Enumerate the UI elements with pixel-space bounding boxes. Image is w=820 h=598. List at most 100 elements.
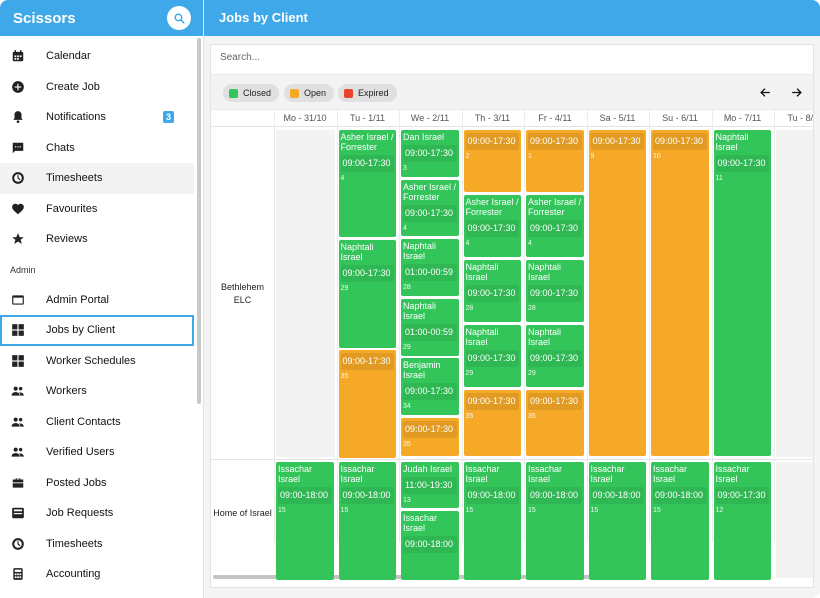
sidebar-item-label: Calendar — [46, 50, 91, 63]
job-card[interactable]: Benjamin Israel 09:00-17:30 34 — [401, 358, 459, 415]
closed-swatch — [229, 88, 238, 98]
column-divider — [774, 110, 775, 542]
sidebar-item-label: Notifications — [46, 111, 106, 124]
sidebar-item-timesheets[interactable]: Timesheets — [0, 163, 194, 194]
shift-count: 3 — [403, 165, 407, 172]
shift-count: 15 — [590, 507, 599, 514]
shift-time: 09:00-17:30 — [528, 133, 582, 150]
sidebar-scrollbar[interactable] — [197, 38, 201, 404]
job-card[interactable]: Naphtali Israel 09:00-17:30 29 — [338, 240, 396, 348]
chat-icon — [11, 141, 25, 155]
shift-time: 09:00-18:00 — [590, 487, 644, 504]
legend-label: Expired — [358, 88, 389, 98]
day-header: Mo - 31/10 — [283, 113, 327, 123]
shift-time: 01:00-00:59 — [403, 324, 457, 341]
sidebar-item-verified-users[interactable]: Verified Users — [0, 437, 194, 468]
job-card[interactable]: Dan Israel 09:00-17:30 3 — [401, 130, 459, 177]
bell-icon — [11, 110, 25, 124]
job-card[interactable]: 09:00-17:30 1 — [526, 130, 584, 192]
worker-name: Naphtali Israel — [403, 301, 437, 321]
sidebar-item-chats[interactable]: Chats — [0, 133, 194, 164]
sidebar-item-favourites[interactable]: Favourites — [0, 194, 194, 225]
legend-chip-open[interactable]: Open — [284, 84, 335, 102]
job-card[interactable]: Issachar Israel 09:00-17:30 12 — [713, 462, 771, 580]
sidebar-item-accounting[interactable]: Accounting — [0, 559, 194, 590]
search-button[interactable] — [167, 6, 191, 30]
job-card[interactable]: Naphtali Israel 01:00-00:59 28 — [401, 239, 459, 296]
sidebar-item-calendar[interactable]: Calendar — [0, 41, 194, 72]
sidebar-item-create-job[interactable]: Create Job — [0, 72, 194, 103]
sidebar-item-workers[interactable]: Workers — [0, 376, 194, 407]
shift-count: 34 — [403, 403, 411, 410]
legend-label: Open — [304, 88, 327, 98]
open-swatch — [290, 88, 299, 98]
job-card[interactable]: Asher Israel / Forrester 09:00-17:30 4 — [401, 180, 459, 236]
job-card[interactable]: 09:00-17:30 35 — [338, 350, 396, 458]
job-card[interactable]: Issachar Israel 09:00-18:00 — [401, 511, 459, 580]
job-card[interactable]: 09:00-17:30 9 — [588, 130, 646, 456]
worker-name: Naphtali Israel — [403, 241, 437, 261]
job-card[interactable]: 09:00-17:30 35 — [526, 390, 584, 456]
job-card[interactable]: Issachar Israel 09:00-18:00 15 — [338, 462, 396, 580]
shift-time: 09:00-17:30 — [715, 487, 769, 504]
sidebar-item-client-contacts[interactable]: Client Contacts — [0, 407, 194, 438]
shift-count: 13 — [403, 497, 411, 504]
sidebar-item-reviews[interactable]: Reviews — [0, 224, 194, 255]
sidebar-item-worker-schedules[interactable]: Worker Schedules — [0, 346, 194, 377]
sidebar-item-admin-timesheets[interactable]: Timesheets — [0, 529, 194, 560]
search-input[interactable]: Search... — [220, 52, 261, 63]
column-divider — [461, 110, 463, 542]
job-card[interactable]: 09:00-17:30 35 — [463, 390, 521, 456]
job-card[interactable]: Naphtali Israel 09:00-17:30 29 — [526, 325, 584, 387]
calculator-icon — [11, 567, 25, 581]
next-week-button[interactable] — [787, 83, 805, 101]
job-card[interactable]: Naphtali Israel 09:00-17:30 28 — [526, 260, 584, 322]
shift-time: 09:00-17:30 — [590, 133, 644, 150]
job-card[interactable]: Issachar Israel 09:00-18:00 15 — [526, 462, 584, 580]
expired-swatch — [344, 88, 353, 98]
shift-time: 09:00-17:30 — [528, 350, 582, 367]
worker-name: Naphtali Israel — [715, 132, 749, 152]
sidebar-item-job-requests[interactable]: Job Requests — [0, 498, 194, 529]
job-card[interactable]: Issachar Israel 09:00-18:00 15 — [651, 462, 709, 580]
job-card[interactable]: Asher Israel / Forrester 09:00-17:30 4 — [338, 130, 396, 237]
job-card[interactable]: Asher Israel / Forrester 09:00-17:30 4 — [526, 195, 584, 257]
shift-time: 09:00-17:30 — [403, 205, 457, 222]
shift-count: 28 — [403, 284, 411, 291]
job-card[interactable]: 09:00-17:30 35 — [401, 418, 459, 456]
sidebar-item-notifications[interactable]: Notifications 3 — [0, 102, 194, 133]
job-card[interactable]: Asher Israel / Forrester 09:00-17:30 4 — [463, 195, 521, 257]
legend-chip-closed[interactable]: Closed — [223, 84, 280, 102]
job-card[interactable]: Issachar Israel 09:00-18:00 15 — [588, 462, 646, 580]
sidebar-item-posted-jobs[interactable]: Posted Jobs — [0, 468, 194, 499]
shift-time: 09:00-17:30 — [403, 383, 457, 400]
job-card[interactable]: Issachar Israel 09:00-18:00 15 — [276, 462, 334, 580]
shift-count: 9 — [590, 153, 595, 160]
job-card[interactable]: Issachar Israel 09:00-18:00 15 — [463, 462, 521, 580]
shift-count: 35 — [528, 413, 536, 420]
shift-count: 2 — [465, 153, 470, 160]
job-card[interactable]: Naphtali Israel 09:00-17:30 29 — [463, 325, 521, 387]
previous-week-button[interactable] — [756, 83, 774, 101]
shift-count: 4 — [403, 225, 407, 232]
worker-name: Issachar Israel — [465, 464, 500, 484]
job-card[interactable]: Naphtali Israel 09:00-17:30 28 — [463, 260, 521, 322]
job-card[interactable]: Naphtali Israel 09:00-17:30 11 — [713, 130, 771, 456]
job-card[interactable]: Judah Israel 11:00-19:30 13 — [401, 462, 459, 508]
sidebar-header: Scissors — [0, 0, 203, 36]
star-icon — [11, 232, 25, 246]
shift-time: 09:00-17:30 — [403, 145, 457, 162]
column-divider — [711, 110, 713, 542]
job-card[interactable]: 09:00-17:30 10 — [651, 130, 709, 456]
job-card[interactable]: Naphtali Israel 01:00-00:59 29 — [401, 299, 459, 356]
shift-count: 15 — [278, 507, 286, 514]
arrow-right-icon — [791, 87, 802, 97]
sidebar-item-label: Verified Users — [46, 446, 115, 459]
client-name: Home of Israel — [213, 508, 272, 518]
job-card[interactable]: 09:00-17:30 2 — [463, 130, 521, 192]
sidebar-item-jobs-by-client[interactable]: Jobs by Client — [0, 315, 194, 346]
sidebar-item-admin-portal[interactable]: Admin Portal — [0, 285, 194, 316]
shift-count: 4 — [528, 240, 532, 247]
legend-chip-expired[interactable]: Expired — [338, 84, 397, 102]
shift-time: 09:00-18:00 — [528, 487, 582, 504]
